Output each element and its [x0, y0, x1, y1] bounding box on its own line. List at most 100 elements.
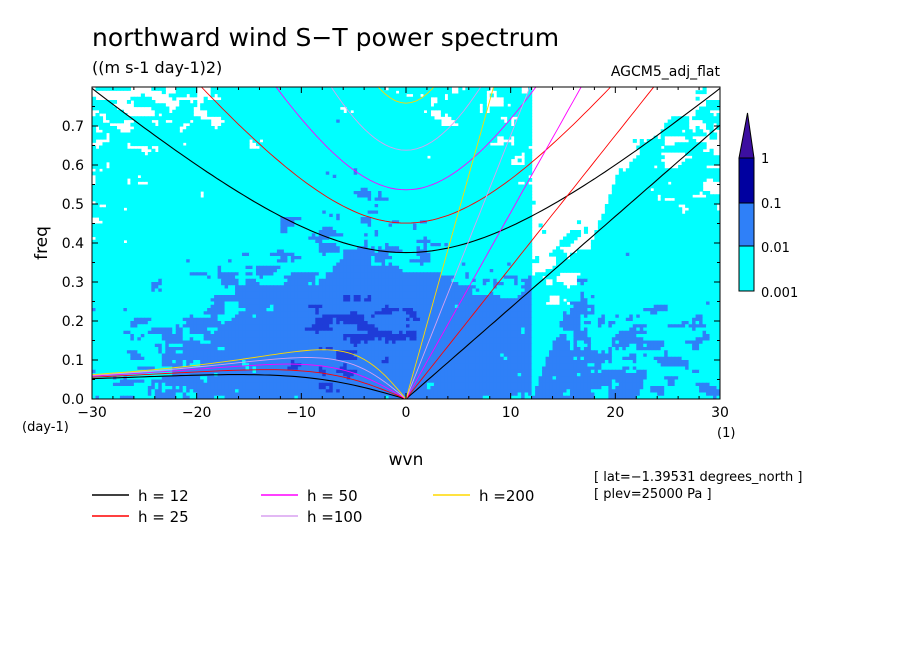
heatmap-cell — [371, 96, 376, 101]
heatmap-cell — [409, 119, 414, 124]
heatmap-cell — [461, 145, 466, 150]
heatmap-cell — [458, 126, 463, 130]
heatmap-cell — [392, 96, 397, 101]
heatmap-cell — [238, 87, 243, 91]
heatmap-cell — [468, 145, 473, 150]
heatmap-cell — [203, 145, 208, 150]
heatmap-cell — [283, 129, 288, 134]
heatmap-cell — [653, 135, 658, 140]
heatmap-cell — [318, 129, 323, 134]
heatmap-cell — [447, 106, 452, 111]
heatmap-cell — [500, 113, 505, 117]
heatmap-cell — [189, 142, 194, 147]
heatmap-cell — [685, 132, 690, 137]
heatmap-cell — [458, 122, 463, 127]
heatmap-cell — [493, 119, 498, 124]
heatmap-cell — [336, 96, 341, 101]
heatmap-cell — [489, 126, 494, 130]
heatmap-cell — [203, 129, 208, 134]
heatmap-cell — [144, 103, 149, 108]
heatmap-cell — [381, 139, 386, 143]
heatmap-cell — [378, 90, 383, 95]
heatmap-cell — [482, 103, 487, 108]
heatmap-cell — [238, 132, 243, 137]
heatmap-cell — [235, 145, 240, 150]
heatmap-cell — [451, 135, 456, 140]
heatmap-cell — [165, 113, 170, 117]
heatmap-cell — [702, 132, 707, 137]
heatmap-cell — [242, 113, 247, 117]
heatmap-cell — [116, 116, 121, 121]
heatmap-cell — [266, 132, 271, 137]
heatmap-cell — [374, 106, 379, 111]
heatmap-cell — [496, 106, 501, 111]
heatmap-cell — [503, 93, 508, 98]
heatmap-cell — [528, 113, 533, 117]
heatmap-cell — [336, 142, 341, 147]
heatmap-cell — [301, 103, 306, 108]
heatmap-cell — [255, 135, 261, 140]
heatmap-cell — [350, 126, 355, 130]
heatmap-cell — [189, 116, 194, 121]
heatmap-cell — [92, 145, 97, 150]
heatmap-cell — [426, 135, 432, 140]
heatmap-cell — [140, 96, 145, 101]
heatmap-cell — [412, 90, 418, 95]
heatmap-cell — [371, 142, 376, 147]
heatmap-cell — [395, 135, 400, 140]
heatmap-cell — [283, 87, 288, 91]
heatmap-cell — [304, 135, 309, 140]
heatmap-cell — [325, 132, 330, 137]
heatmap-cell — [207, 103, 212, 108]
heatmap-cell — [458, 93, 463, 98]
heatmap-cell — [713, 135, 718, 140]
heatmap-cell — [280, 113, 285, 117]
heatmap-cell — [444, 139, 449, 143]
heatmap-cell — [165, 139, 170, 143]
heatmap-cell — [297, 145, 302, 150]
heatmap-cell — [140, 103, 145, 108]
heatmap-cell — [158, 142, 163, 147]
heatmap-cell — [255, 93, 261, 98]
heatmap-cell — [137, 142, 142, 147]
heatmap-cell — [329, 100, 334, 104]
heatmap-cell — [332, 103, 337, 108]
heatmap-cell — [259, 90, 264, 95]
heatmap-cell — [517, 96, 522, 101]
heatmap-cell — [262, 119, 268, 124]
heatmap-cell — [189, 87, 194, 91]
heatmap-cell — [353, 145, 358, 150]
heatmap-cell — [409, 100, 414, 104]
heatmap-cell — [311, 116, 316, 121]
heatmap-cell — [266, 90, 271, 95]
heatmap-cell — [308, 96, 313, 101]
heatmap-cell — [357, 119, 362, 124]
heatmap-cell — [346, 116, 351, 121]
heatmap-cell — [105, 103, 111, 108]
heatmap-cell — [395, 145, 400, 150]
heatmap-cell — [367, 96, 372, 101]
heatmap-cell — [479, 87, 484, 91]
heatmap-cell — [402, 116, 407, 121]
heatmap-cell — [395, 113, 400, 117]
heatmap-cell — [297, 90, 302, 95]
heatmap-cell — [116, 113, 121, 117]
heatmap-cell — [245, 109, 250, 114]
heatmap-cell — [447, 109, 452, 114]
heatmap-cell — [409, 132, 414, 137]
heatmap-cell — [671, 119, 676, 124]
heatmap-cell — [182, 106, 187, 111]
heatmap-cell — [528, 139, 533, 143]
heatmap-cell — [266, 139, 271, 143]
heatmap-cell — [664, 126, 669, 130]
heatmap-cell — [378, 119, 383, 124]
heatmap-cell — [371, 100, 376, 104]
heatmap-cell — [151, 103, 156, 108]
heatmap-cell — [472, 145, 477, 150]
heatmap-cell — [287, 139, 292, 143]
heatmap-cell — [255, 96, 261, 101]
heatmap-cell — [454, 100, 459, 104]
heatmap-cell — [493, 135, 498, 140]
heatmap-cell — [245, 126, 250, 130]
heatmap-cell — [674, 145, 679, 150]
